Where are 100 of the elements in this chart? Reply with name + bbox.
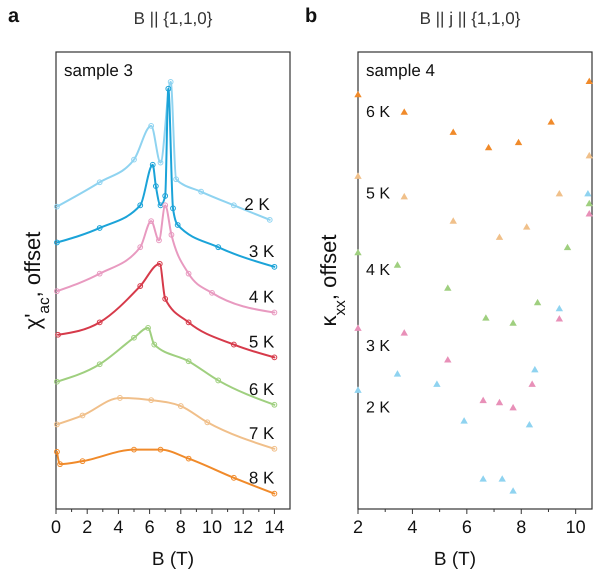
chart-title: B || j || {1,1,0}: [420, 9, 521, 28]
point: [586, 152, 593, 158]
point: [498, 476, 506, 482]
series-label: 8 K: [248, 468, 276, 488]
point: [480, 397, 487, 404]
x-tick-label: 2: [82, 517, 92, 537]
point: [162, 193, 168, 199]
point: [96, 179, 103, 186]
series-label: 2 K: [244, 194, 270, 214]
point: [354, 172, 362, 179]
point: [148, 397, 154, 403]
point: [168, 79, 174, 85]
point: [173, 176, 180, 182]
point: [528, 380, 536, 387]
point: [204, 419, 210, 426]
point: [496, 234, 503, 240]
series-label: 6 K: [366, 104, 390, 122]
series-label: 5 K: [366, 186, 390, 203]
point: [178, 403, 184, 409]
point: [57, 461, 63, 468]
point: [526, 422, 533, 428]
x-tick-label: 2: [352, 517, 364, 537]
point: [434, 380, 440, 387]
x-tick-label: 12: [233, 517, 254, 537]
point: [556, 316, 563, 322]
series-label: 7 K: [248, 424, 276, 443]
point: [168, 232, 174, 238]
point: [186, 319, 192, 326]
point: [80, 458, 86, 464]
x-axis-title: B (T): [434, 549, 476, 570]
x-tick-label: 8: [176, 517, 186, 537]
series-label: 5 K: [248, 332, 276, 352]
point: [564, 244, 571, 250]
point: [145, 325, 151, 331]
point: [186, 456, 192, 462]
x-tick-label: 10: [566, 517, 586, 537]
point: [586, 210, 593, 216]
point: [162, 202, 168, 208]
point: [444, 356, 452, 363]
point: [556, 190, 563, 196]
point: [400, 108, 408, 115]
point: [215, 378, 222, 384]
point: [444, 284, 452, 291]
x-tick-label: 6: [462, 517, 472, 537]
point: [450, 218, 457, 224]
point: [515, 139, 522, 146]
point: [394, 370, 401, 377]
text: sample 3: [64, 61, 133, 80]
point: [400, 330, 408, 336]
point: [400, 193, 408, 200]
point: [215, 244, 222, 250]
point: [148, 218, 154, 224]
point: [354, 386, 362, 393]
point: [96, 270, 103, 277]
point: [450, 128, 457, 135]
point: [354, 249, 362, 256]
point: [158, 202, 164, 208]
x-tick-label: 0: [50, 517, 62, 537]
point: [174, 222, 181, 228]
point: [162, 296, 168, 302]
point: [131, 334, 137, 341]
point: [117, 395, 123, 401]
text: a: [8, 5, 20, 27]
series-label: 2 K: [366, 400, 390, 417]
point: [137, 202, 144, 208]
point: [523, 224, 530, 230]
point: [230, 202, 237, 208]
x-tick-label: 14: [264, 517, 284, 537]
point: [96, 225, 103, 231]
point: [150, 162, 156, 168]
point: [152, 183, 159, 189]
point: [151, 342, 158, 348]
x-tick-label: 4: [407, 517, 418, 537]
series-label: 3 K: [248, 242, 276, 261]
point: [485, 144, 492, 150]
point: [156, 237, 162, 244]
point: [131, 446, 137, 453]
point: [510, 488, 516, 494]
point: [186, 270, 192, 277]
point: [586, 78, 593, 84]
point: [186, 358, 192, 364]
point: [158, 446, 164, 453]
point: [156, 260, 163, 267]
point: [354, 91, 362, 98]
x-axis-title: B (T): [152, 549, 194, 570]
point: [230, 342, 237, 348]
point: [170, 205, 176, 212]
series-label: 4 K: [366, 262, 390, 280]
point: [532, 366, 538, 372]
point: [510, 404, 516, 410]
point: [354, 324, 362, 331]
point: [556, 305, 563, 312]
point: [209, 290, 215, 296]
point: [586, 200, 593, 206]
point: [148, 123, 154, 129]
series-label: 3 K: [366, 338, 390, 355]
point: [480, 476, 487, 482]
point: [198, 188, 204, 195]
chart-title: B || {1,1,0}: [134, 9, 213, 28]
series-label: 4 K: [248, 288, 276, 307]
